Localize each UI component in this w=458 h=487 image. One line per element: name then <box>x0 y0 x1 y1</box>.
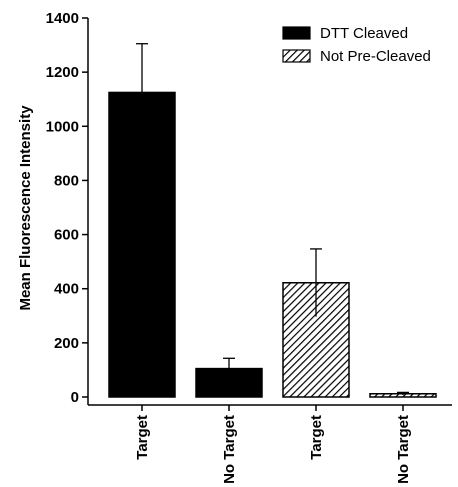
x-tick-label: Target <box>308 415 325 460</box>
axes <box>87 18 452 406</box>
error-bars-group <box>136 43 409 396</box>
x-labels-group: Target No Target Target No Target <box>134 405 412 484</box>
y-tick-label: 200 <box>54 335 79 352</box>
y-tick-label: 400 <box>54 281 79 298</box>
x-tick-label: No Target <box>395 415 412 484</box>
legend-swatch <box>282 26 311 40</box>
y-tick-label: 1000 <box>46 118 79 135</box>
y-tick-label: 600 <box>54 227 79 244</box>
y-tick-label: 0 <box>71 389 79 406</box>
x-tick-label: Target <box>134 415 151 460</box>
bars-group <box>108 91 437 398</box>
y-ticks-group: 0 200 400 600 800 1000 1200 1400 <box>46 10 88 406</box>
legend-swatch <box>282 49 311 63</box>
y-axis-title: Mean Fluorescence Intensity <box>17 105 34 311</box>
y-tick-label: 800 <box>54 172 79 189</box>
x-tick-label: No Target <box>221 415 238 484</box>
bar <box>108 91 176 398</box>
y-tick-label: 1400 <box>46 10 79 27</box>
y-tick-label: 1200 <box>46 64 79 81</box>
legend-label: DTT Cleaved <box>320 25 408 42</box>
legend-label: Not Pre-Cleaved <box>320 48 431 65</box>
legend: DTT Cleaved Not Pre-Cleaved <box>282 25 431 65</box>
